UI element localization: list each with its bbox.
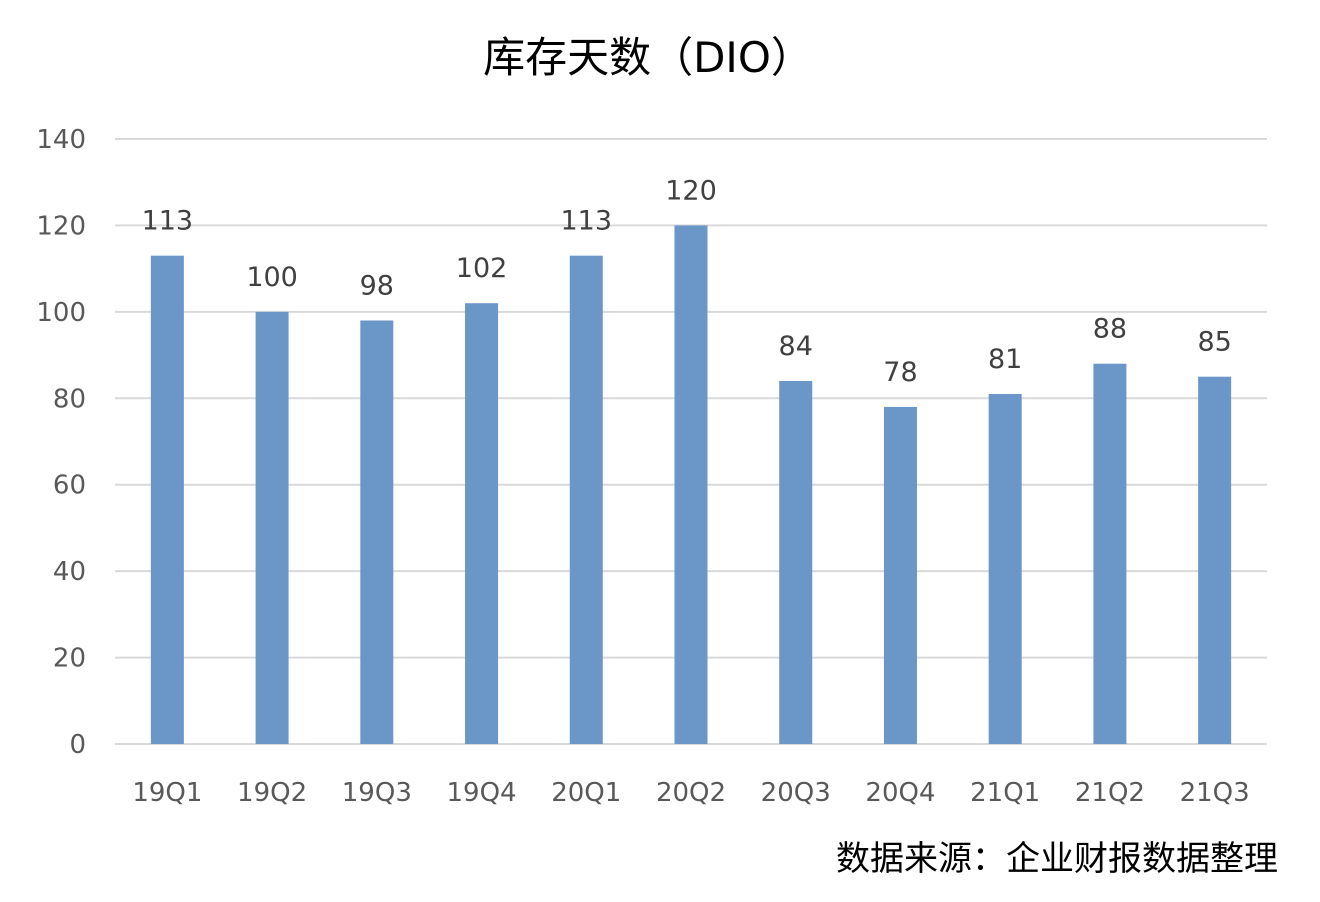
x-tick-label: 20Q3: [761, 778, 831, 808]
x-tick-label: 19Q3: [342, 778, 412, 808]
bar: [569, 255, 603, 744]
x-axis-tick-labels: 19Q1 19Q2 19Q3 19Q4 20Q1 20Q2 20Q3 20Q4 21Q1 21Q2…: [132, 778, 1249, 808]
y-tick-label: 20: [53, 644, 86, 674]
y-tick-label: 100: [36, 298, 86, 328]
bar: [360, 320, 394, 744]
y-tick-label: 120: [36, 211, 86, 241]
data-label: 113: [560, 206, 612, 237]
data-label: 100: [246, 262, 298, 293]
bar: [779, 381, 813, 744]
bar: [150, 255, 184, 744]
x-tick-label: 21Q3: [1180, 778, 1250, 808]
y-axis-tick-labels: 0 20 40 60 80 100 120 140: [36, 125, 86, 760]
data-label: 85: [1197, 327, 1231, 358]
y-tick-label: 140: [36, 125, 86, 155]
bar: [883, 406, 917, 744]
x-tick-label: 21Q1: [970, 778, 1040, 808]
bar: [988, 393, 1022, 744]
data-labels: 113 100 98 102 113 120 84 78 81 88 85: [142, 175, 1232, 387]
data-label: 102: [456, 253, 508, 284]
source-note: 数据来源：企业财报数据整理: [836, 839, 1278, 879]
bar: [674, 225, 708, 744]
y-tick-label: 60: [53, 471, 86, 501]
data-label: 113: [142, 206, 194, 237]
x-tick-label: 19Q1: [132, 778, 202, 808]
bar: [1093, 363, 1127, 744]
y-tick-label: 0: [69, 730, 86, 760]
x-tick-label: 19Q2: [237, 778, 307, 808]
bar: [1198, 376, 1232, 744]
x-tick-label: 21Q2: [1075, 778, 1145, 808]
bar: [465, 303, 499, 744]
x-tick-label: 20Q4: [865, 778, 935, 808]
data-label: 84: [779, 331, 813, 362]
bar: [255, 311, 289, 744]
x-tick-label: 19Q4: [446, 778, 516, 808]
chart-title: 库存天数（DIO）: [483, 33, 813, 82]
data-label: 98: [360, 271, 394, 302]
data-label: 78: [883, 357, 917, 388]
data-label: 120: [665, 175, 717, 206]
bars: [150, 225, 1232, 744]
y-tick-label: 80: [53, 384, 86, 414]
data-label: 81: [988, 344, 1022, 375]
x-tick-label: 20Q1: [551, 778, 621, 808]
data-label: 88: [1093, 314, 1127, 345]
x-tick-label: 20Q2: [656, 778, 726, 808]
y-tick-label: 40: [53, 557, 86, 587]
